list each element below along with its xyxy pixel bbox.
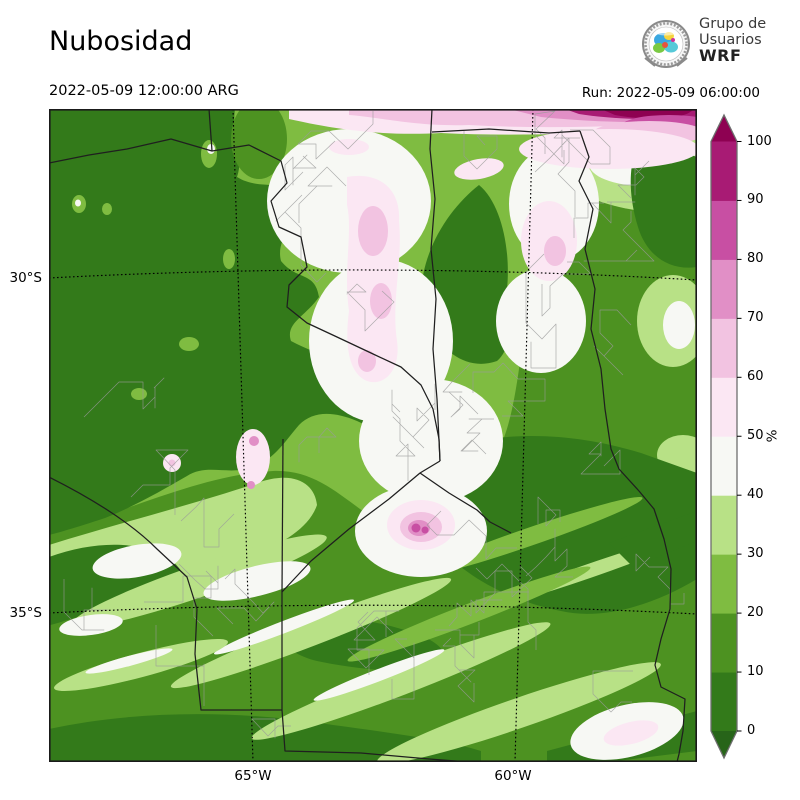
x-tick-label: 65°W	[234, 768, 272, 784]
pale-pink-column	[329, 139, 504, 383]
valid-time-label: 2022-05-09 12:00:00 ARG	[49, 83, 239, 99]
y-tick-label: 35°S	[9, 605, 43, 621]
colorbar-tick-label: 20	[747, 605, 764, 621]
colorbar-tick-label: 90	[747, 192, 764, 208]
wrf-users-group-logo-icon	[642, 20, 690, 68]
page-title: Nubosidad	[49, 26, 193, 57]
colorbar-tick-label: 70	[747, 310, 764, 326]
colorbar-tick-label: 80	[747, 251, 764, 267]
colorbar-tick-label: 60	[747, 369, 764, 385]
map-border	[49, 109, 697, 762]
logo-line-3: WRF	[699, 46, 742, 65]
logo-text: Grupo de Usuarios WRF	[699, 16, 767, 65]
logo-line-2: Usuarios	[699, 31, 762, 48]
colorbar-svg	[710, 113, 742, 760]
parallel-35s	[49, 604, 697, 615]
meridian-60w	[514, 109, 534, 762]
central-magenta-spot	[387, 500, 455, 550]
colorbar: 0 10 20 30 40 50 60 70 80 90 100	[700, 108, 800, 788]
colorbar-tick-label: 10	[747, 664, 764, 680]
colorbar-tick-label: 30	[747, 546, 764, 562]
small-magenta-dots	[163, 429, 270, 489]
x-tick-label: 60°W	[494, 768, 532, 784]
colorbar-tick-label: 50	[747, 428, 764, 444]
graticule-lines	[49, 109, 697, 762]
north-pink-band	[289, 109, 697, 169]
y-tick-label: 30°S	[9, 270, 43, 286]
run-time-label: Run: 2022-05-09 06:00:00	[581, 85, 760, 101]
parallel-30s	[49, 269, 697, 281]
colorbar-unit-label: %	[764, 429, 781, 443]
bottom-right-white-spot	[570, 702, 684, 760]
colorbar-tick-label: 40	[747, 487, 764, 503]
colorbar-tick-label: 100	[747, 133, 772, 149]
colorbar-tick-label: 0	[747, 723, 756, 738]
map-panel	[49, 109, 697, 762]
cloud-cover-map	[49, 109, 697, 762]
meridian-65w	[232, 109, 254, 762]
province-boundaries	[49, 109, 686, 762]
department-boundaries	[63, 110, 685, 739]
logo-line-1: Grupo de	[699, 16, 767, 32]
